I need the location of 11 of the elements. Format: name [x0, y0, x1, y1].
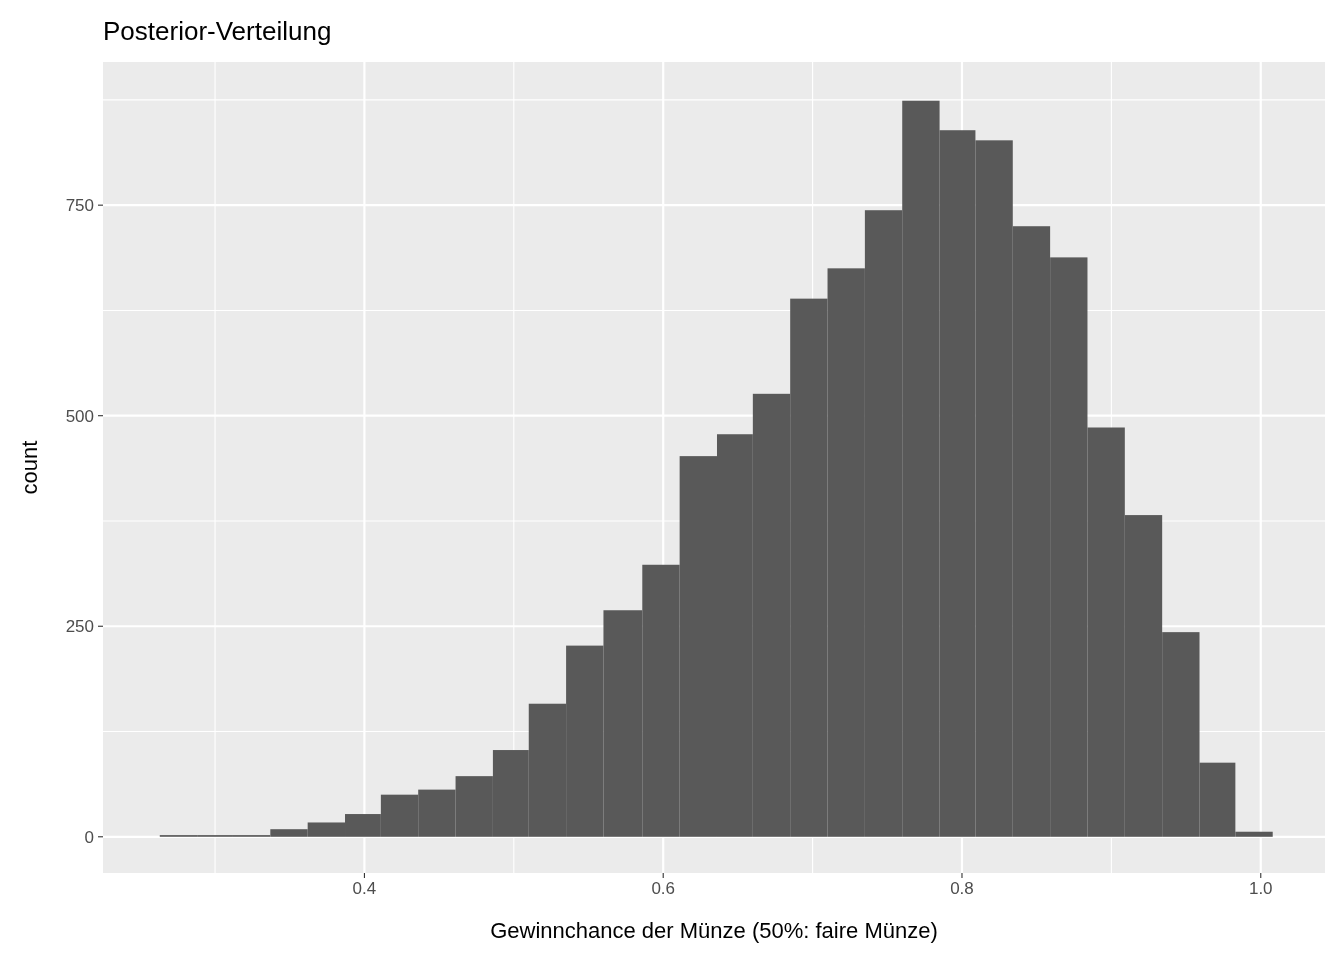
y-tick-label: 750 [65, 196, 94, 216]
y-tick-label: 500 [65, 406, 94, 426]
x-axis-title: Gewinnchance der Münze (50%: faire Münze) [490, 918, 938, 943]
x-tick-label: 1.0 [1248, 879, 1273, 898]
x-tick-label: 0.4 [352, 879, 377, 898]
y-tick-label: 250 [65, 617, 94, 637]
x-tick-label: 0.6 [651, 879, 676, 898]
chart-title: Posterior-Verteilung [103, 16, 332, 46]
x-tick-label: 0.8 [950, 879, 974, 898]
y-axis-title: count [17, 440, 42, 495]
y-tick-label: 0 [84, 827, 94, 847]
